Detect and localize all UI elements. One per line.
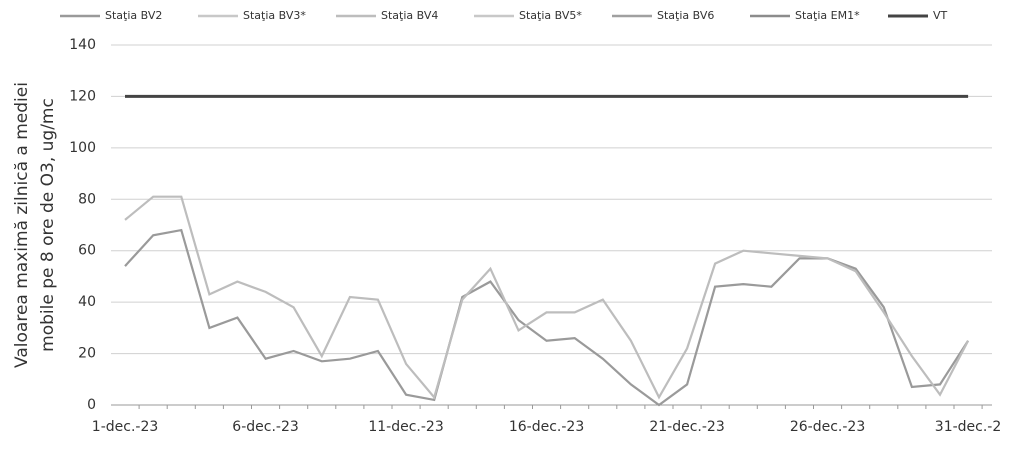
- y-tick-label: 20: [78, 346, 96, 362]
- y-tick-label: 40: [78, 294, 96, 310]
- y-axis-title: Valoarea maximă zilnică a mediei: [12, 82, 32, 368]
- legend-label: Staţia BV5*: [519, 9, 582, 22]
- x-tick-label: 16-dec.-23: [509, 419, 584, 435]
- x-tick-label: 31-dec.-2: [935, 419, 1001, 435]
- y-axis-title: mobile pe 8 ore de O3, ug/mc: [38, 98, 58, 352]
- x-tick-label: 26-dec.-23: [790, 419, 865, 435]
- x-tick-label: 11-dec.-23: [368, 419, 443, 435]
- x-tick-label: 6-dec.-23: [232, 419, 298, 435]
- legend-label: Staţia EM1*: [795, 9, 860, 22]
- legend-label: Staţia BV3*: [243, 9, 306, 22]
- legend-label: Staţia BV6: [657, 9, 714, 22]
- series-line: [124, 195, 970, 400]
- legend-label: VT: [933, 9, 948, 22]
- x-tick-label: 1-dec.-23: [92, 419, 158, 435]
- legend-label: Staţia BV2: [105, 9, 162, 22]
- y-tick-label: 60: [78, 243, 96, 259]
- x-tick-label: 21-dec.-23: [649, 419, 724, 435]
- y-tick-label: 80: [78, 191, 96, 207]
- y-tick-label: 100: [69, 140, 96, 156]
- y-tick-label: 0: [87, 397, 96, 413]
- y-tick-label: 120: [69, 88, 96, 104]
- legend-label: Staţia BV4: [381, 9, 438, 22]
- y-tick-label: 140: [69, 37, 96, 53]
